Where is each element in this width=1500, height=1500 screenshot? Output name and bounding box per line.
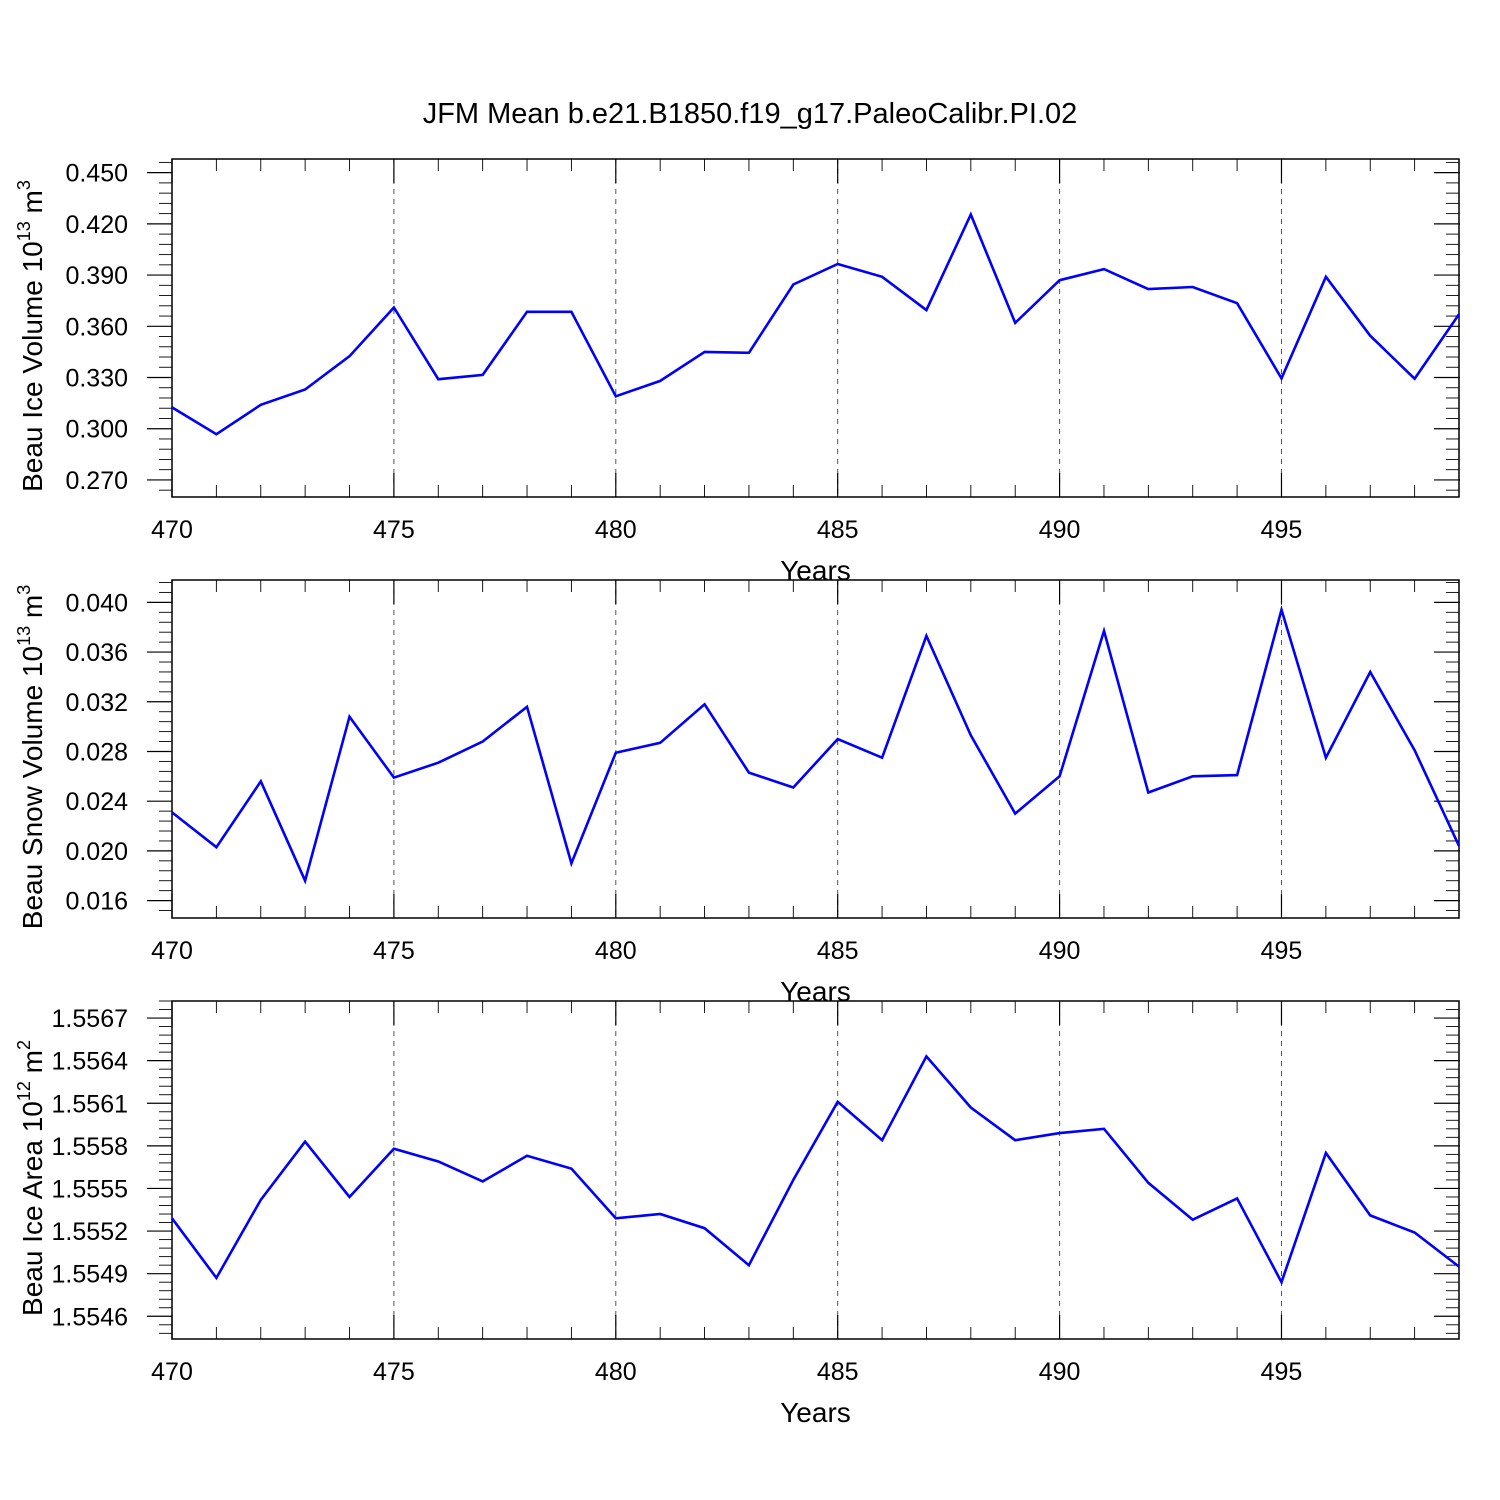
chart-panel-2: 470 475 480 485 490 495 0.016 0.020 0.024 0.028 0.… xyxy=(14,579,1461,1007)
series-line xyxy=(170,1054,1460,1286)
y-tick-label: 0.020 xyxy=(65,838,128,866)
y-tick-label: 0.036 xyxy=(65,639,128,667)
x-tick-label: 490 xyxy=(1039,516,1081,544)
x-tick-label: 495 xyxy=(1261,1358,1303,1386)
y-tick-label: 1.5567 xyxy=(52,1005,128,1033)
y-tick-label: 0.032 xyxy=(65,689,128,717)
y-tick-label: 0.390 xyxy=(65,262,128,290)
plot-frame xyxy=(171,579,1460,919)
y-tick-label: 0.330 xyxy=(65,365,128,393)
x-tick-label: 470 xyxy=(151,516,193,544)
y-axis-title: Beau Ice Volume 1013 m3 xyxy=(14,180,48,492)
y-tick-label: 1.5546 xyxy=(52,1303,128,1331)
x-tick-label: 475 xyxy=(373,937,415,965)
chart-panels: 470 475 480 485 490 495 0.270 0.300 0.330 0.360 0.… xyxy=(14,158,1461,1428)
x-axis-title: Years xyxy=(780,976,851,1007)
x-tick-label: 495 xyxy=(1261,516,1303,544)
x-tick-label: 480 xyxy=(595,516,637,544)
y-tick-label: 0.450 xyxy=(65,160,128,188)
y-tick-label: 0.024 xyxy=(65,788,128,816)
y-tick-label: 1.5561 xyxy=(52,1090,128,1118)
y-tick-label: 1.5555 xyxy=(52,1175,128,1203)
x-tick-label: 485 xyxy=(817,516,859,544)
chart-panel-1: 470 475 480 485 490 495 0.270 0.300 0.330 0.360 0.… xyxy=(14,158,1461,586)
x-tick-label: 480 xyxy=(595,1358,637,1386)
x-tick-label: 480 xyxy=(595,937,637,965)
x-tick-label: 475 xyxy=(373,1358,415,1386)
x-tick-label: 470 xyxy=(151,1358,193,1386)
y-tick-label: 0.016 xyxy=(65,888,128,916)
series-line xyxy=(171,605,1461,885)
x-tick-label: 470 xyxy=(151,937,193,965)
y-tick-label: 0.300 xyxy=(65,416,128,444)
x-tick-label: 490 xyxy=(1039,1358,1081,1386)
x-axis-title: Years xyxy=(780,555,851,586)
x-tick-label: 495 xyxy=(1261,937,1303,965)
y-tick-label: 1.5552 xyxy=(52,1218,128,1246)
y-axis-title: Beau Ice Area 1012 m2 xyxy=(14,1040,48,1316)
chart-title: JFM Mean b.e21.B1850.f19_g17.PaleoCalibr… xyxy=(423,98,1078,130)
plot-frame xyxy=(171,158,1460,498)
x-tick-label: 490 xyxy=(1039,937,1081,965)
y-tick-label: 0.420 xyxy=(65,211,128,239)
series-line xyxy=(171,211,1461,436)
x-axis-title: Years xyxy=(780,1397,851,1428)
y-tick-label: 1.5549 xyxy=(52,1261,128,1289)
y-tick-label: 1.5558 xyxy=(52,1133,128,1161)
y-tick-label: 0.040 xyxy=(65,589,128,617)
x-tick-label: 485 xyxy=(817,1358,859,1386)
y-tick-label: 0.360 xyxy=(65,313,128,341)
x-tick-label: 475 xyxy=(373,516,415,544)
y-tick-label: 1.5564 xyxy=(52,1048,129,1076)
x-tick-label: 485 xyxy=(817,937,859,965)
plot-frame xyxy=(171,1000,1460,1340)
y-tick-label: 0.270 xyxy=(65,467,128,495)
y-axis-title: Beau Snow Volume 1013 m3 xyxy=(14,585,48,929)
chart-panel-3: 470 475 480 485 490 495 1.5546 1.5549 1.5552 1.55… xyxy=(14,1000,1460,1428)
y-tick-label: 0.028 xyxy=(65,738,128,766)
